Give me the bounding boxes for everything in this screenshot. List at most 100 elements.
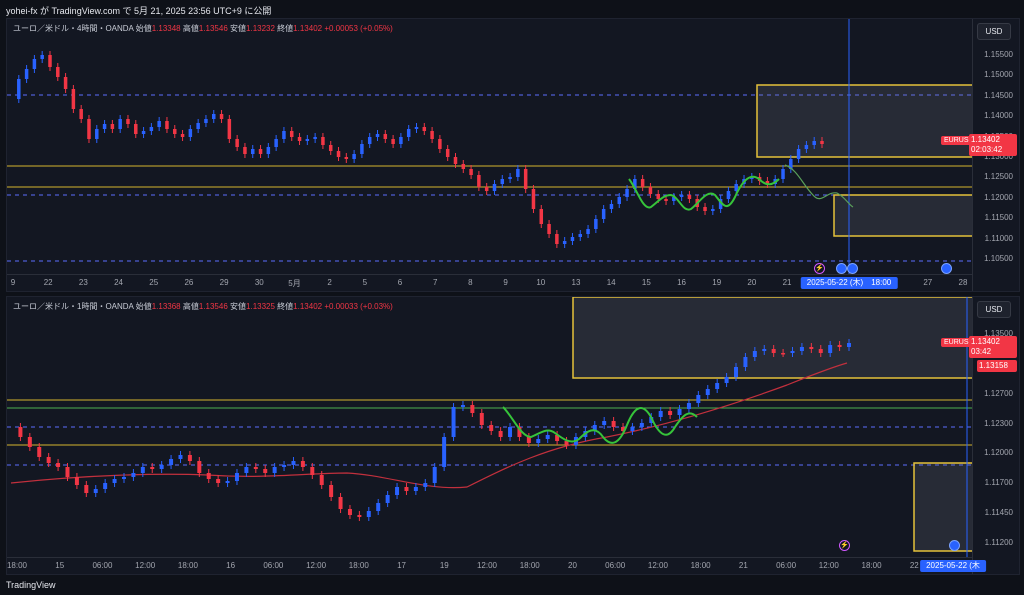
- price-tick-label: 1.15000: [984, 70, 1013, 80]
- candle-body: [188, 129, 193, 137]
- candle-body: [414, 127, 419, 129]
- bar-timer: 03:42: [971, 347, 992, 356]
- candle-body: [169, 459, 174, 465]
- candle-body: [664, 199, 668, 201]
- candle-body: [344, 157, 349, 159]
- candle-body: [27, 437, 32, 447]
- symbol-tag: EURUSD: [941, 338, 977, 347]
- candle-body: [686, 403, 691, 409]
- price-tick-label: 1.12000: [984, 448, 1013, 458]
- candle-body: [545, 435, 550, 439]
- time-label: 9: [10, 278, 16, 287]
- candle-body: [399, 137, 403, 144]
- publish-header: yohei-fx が TradingView.com で 5月 21, 2025…: [0, 0, 1024, 18]
- candle-body: [216, 479, 221, 483]
- symbol-tag: EURUSD: [941, 136, 977, 145]
- legend-change: +0.00033 (+0.03%): [324, 302, 393, 311]
- candle-body: [687, 195, 692, 199]
- time-label: 19: [712, 278, 722, 287]
- candle-body: [48, 55, 52, 67]
- candle-body: [677, 409, 682, 415]
- candle-body: [718, 199, 723, 209]
- price-tick-label: 1.12700: [984, 388, 1013, 398]
- chart-4h-canvas[interactable]: [7, 19, 1019, 291]
- candle-body: [63, 77, 68, 89]
- time-label: 30: [254, 278, 264, 287]
- candle-body: [828, 345, 833, 353]
- publish-info: yohei-fx が TradingView.com で 5月 21, 2025…: [6, 6, 272, 16]
- event-dot-icon[interactable]: [847, 263, 858, 274]
- candle-body: [484, 187, 489, 191]
- legend-high: 1.13546: [198, 24, 228, 33]
- time-label: 12:00: [135, 561, 156, 570]
- time-label: 22: [909, 561, 919, 570]
- candle-body: [150, 467, 155, 469]
- candle-body: [492, 184, 497, 191]
- time-label: 8: [468, 278, 473, 287]
- event-dot-icon[interactable]: [941, 263, 952, 274]
- candle-body: [126, 119, 130, 124]
- candle-body: [258, 149, 263, 154]
- candle-body: [640, 179, 645, 187]
- candle-body: [282, 131, 286, 139]
- time-label: 28: [958, 278, 968, 287]
- time-label: 12:00: [647, 561, 668, 570]
- candle-body: [423, 483, 428, 487]
- legend-low-label: 安値: [230, 24, 247, 33]
- candle-body: [451, 407, 456, 437]
- currency-button[interactable]: USD: [977, 23, 1011, 40]
- candle-body: [250, 149, 255, 154]
- candle-body: [87, 119, 91, 139]
- event-dot-icon[interactable]: [949, 540, 960, 551]
- bar-timer: 02:03:42: [971, 145, 1003, 154]
- candle-body: [621, 427, 626, 431]
- candle-body: [173, 129, 177, 134]
- last-price-badge: 1.13402 03:42: [969, 336, 1017, 358]
- price-tick-label: 1.14500: [984, 90, 1013, 100]
- candle-body: [225, 481, 230, 483]
- price-tick-label: 1.11200: [984, 538, 1013, 547]
- demand-zone-box: [833, 194, 974, 237]
- candle-body: [715, 383, 720, 389]
- currency-button[interactable]: USD: [977, 301, 1011, 318]
- legend-open: 1.13348: [151, 24, 181, 33]
- candle-body: [404, 487, 409, 491]
- candle-body: [56, 67, 60, 77]
- chart-1h[interactable]: ユーロ／米ドル・1時間・OANDA 始値1.13368 高値1.13546 安値…: [6, 296, 1020, 575]
- time-label: 24: [114, 278, 123, 287]
- legend-open: 1.13368: [151, 302, 181, 311]
- event-flag-icon[interactable]: ⚡: [839, 540, 850, 551]
- legend-close: 1.13402: [293, 302, 323, 311]
- time-label: 20: [747, 278, 757, 287]
- event-flag-icon[interactable]: ⚡: [814, 263, 825, 274]
- time-label: 06:00: [263, 561, 284, 570]
- candle-body: [781, 169, 785, 179]
- candle-body: [820, 141, 824, 144]
- candle-body: [103, 483, 108, 489]
- time-label: 5月: [288, 279, 301, 288]
- candle-body: [562, 241, 567, 244]
- candle-body: [639, 423, 644, 427]
- candle-body: [17, 79, 21, 99]
- chart-4h[interactable]: ユーロ／米ドル・4時間・OANDA 始値1.13348 高値1.13546 安値…: [6, 18, 1020, 292]
- legend-low-label: 安値: [230, 302, 247, 311]
- candle-body: [319, 475, 324, 485]
- candle-body: [547, 224, 551, 234]
- candle-body: [469, 169, 473, 175]
- event-dot-icon[interactable]: [836, 263, 847, 274]
- candle-body: [234, 473, 239, 481]
- candle-body: [297, 137, 302, 141]
- time-label: 6: [397, 278, 403, 287]
- chart-1h-canvas[interactable]: [7, 297, 1019, 574]
- time-label: 17: [397, 561, 406, 570]
- candle-body: [347, 509, 352, 515]
- candle-body: [178, 455, 183, 459]
- candle-body: [360, 144, 364, 154]
- time-label: 18:00: [519, 561, 540, 570]
- time-label: 16: [677, 278, 686, 287]
- candle-body: [633, 179, 637, 189]
- candle-body: [391, 139, 395, 144]
- time-axis[interactable]: 18:00 15 06:00 12:00 18:00 16 06:00 12:00 18:00 1…: [7, 557, 973, 574]
- time-label: 25: [149, 278, 159, 287]
- legend-low: 1.13325: [246, 302, 275, 311]
